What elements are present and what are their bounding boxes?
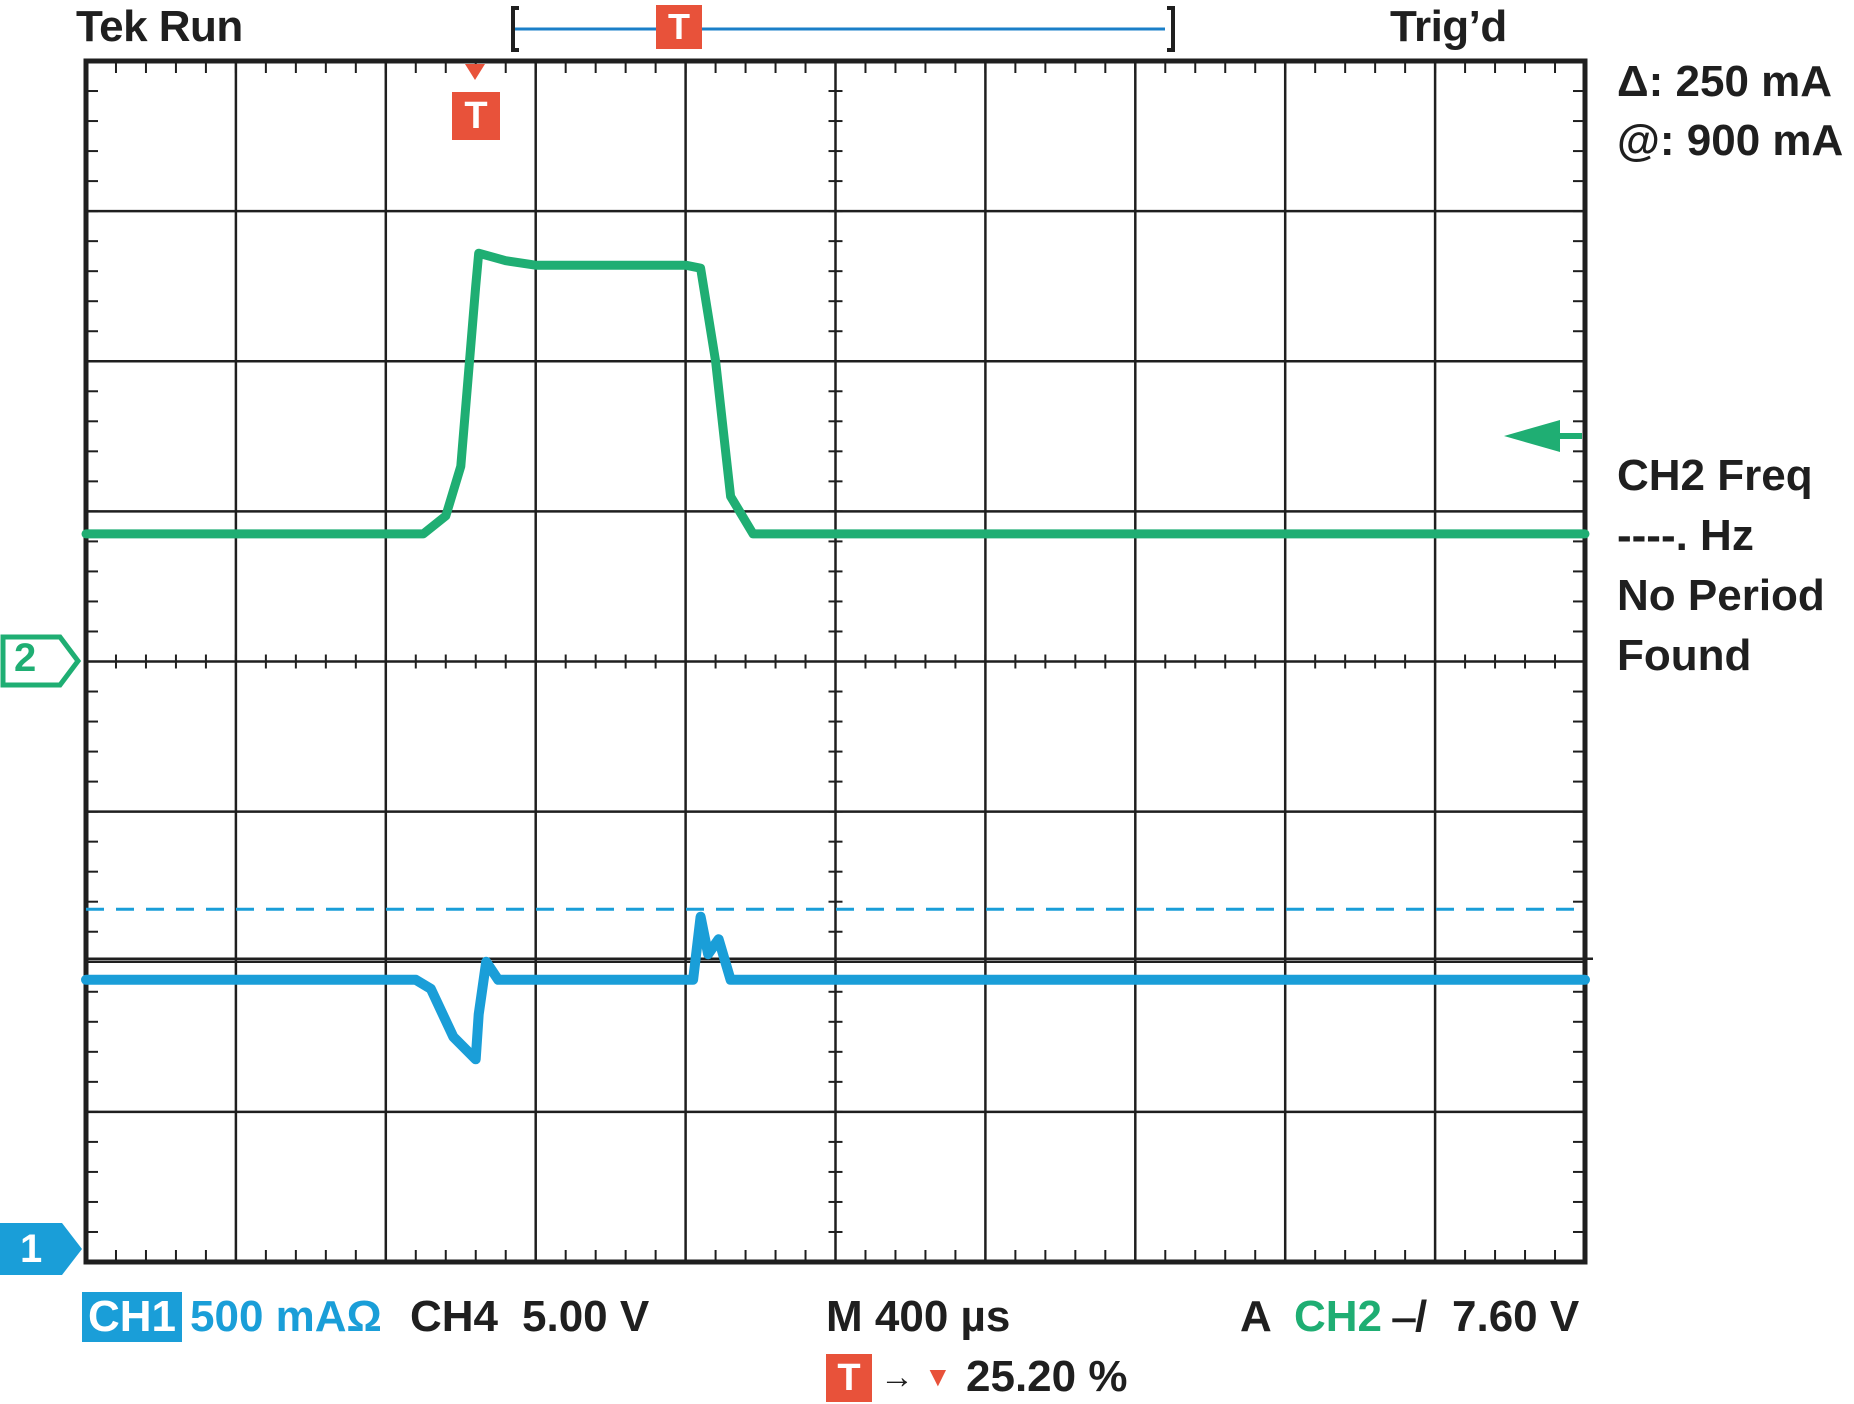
cursor-position: @: 900 mA bbox=[1617, 116, 1844, 165]
trigger-source-prefix: A bbox=[1240, 1292, 1272, 1341]
ch2-ground-marker[interactable] bbox=[0, 633, 84, 689]
trace-ch1 bbox=[81, 911, 1590, 1065]
trigger-slope-icon: ⎯/ bbox=[1393, 1292, 1428, 1341]
reference-lines bbox=[86, 907, 1593, 960]
trace-ch2 bbox=[81, 248, 1590, 539]
trigger-position-arrow bbox=[465, 64, 485, 84]
waveform-traces bbox=[81, 248, 1590, 1065]
trigger-status: Trig’d bbox=[1390, 2, 1507, 51]
ch1-badge[interactable]: CH1 bbox=[82, 1292, 183, 1342]
cursor-delta: Δ: 250 mA bbox=[1617, 57, 1833, 106]
ch1-ground-marker[interactable] bbox=[0, 1221, 84, 1277]
trigger-position-down-icon: ▼ bbox=[924, 1361, 952, 1392]
trigger-source: CH2 bbox=[1294, 1292, 1383, 1341]
measurement-line-4: Found bbox=[1617, 631, 1752, 680]
record-position-bar bbox=[511, 6, 1175, 52]
ch1-ground-label: 1 bbox=[20, 1227, 43, 1271]
trigger-level: 7.60 V bbox=[1452, 1292, 1580, 1341]
graticule bbox=[83, 58, 1588, 1265]
record-trigger-marker: T bbox=[656, 5, 702, 49]
trigger-position-badge: T bbox=[826, 1354, 872, 1402]
ch1-scale: 500 mAΩ bbox=[190, 1292, 382, 1341]
record-bracket-left bbox=[511, 6, 519, 52]
measurement-line-2: ----. Hz bbox=[1617, 511, 1754, 560]
ch2-ground-label: 2 bbox=[14, 636, 37, 680]
ch4-scale: 5.00 V bbox=[522, 1292, 650, 1341]
trigger-position-arrow-icon: → bbox=[880, 1358, 914, 1396]
trigger-level-arrow bbox=[1504, 420, 1582, 452]
ch4-label[interactable]: CH4 bbox=[410, 1292, 499, 1341]
measurement-line-1: CH2 Freq bbox=[1617, 451, 1813, 500]
trigger-position-marker: T bbox=[452, 92, 500, 140]
timebase: M 400 µs bbox=[826, 1292, 1011, 1341]
acquisition-status: Tek Run bbox=[76, 2, 243, 51]
record-bracket-right bbox=[1167, 6, 1175, 52]
trigger-position-value: 25.20 % bbox=[966, 1352, 1128, 1401]
measurement-line-3: No Period bbox=[1617, 571, 1825, 620]
